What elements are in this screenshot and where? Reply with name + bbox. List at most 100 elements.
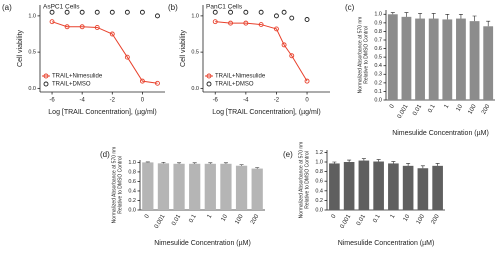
error-bar xyxy=(208,162,213,164)
bar xyxy=(417,168,429,210)
y-axis-label: Normalized Absorbance at 570 nm xyxy=(357,17,363,94)
data-point xyxy=(94,25,100,30)
legend-marker xyxy=(206,81,212,87)
data-point xyxy=(109,31,115,37)
x-tick-label: 0.1 xyxy=(427,103,437,114)
data-point xyxy=(124,9,130,15)
x-tick-label: 0.01 xyxy=(412,103,423,117)
x-tick-label: 0.1 xyxy=(188,213,198,224)
legend-label: TRAIL+Nimesulide xyxy=(215,74,266,80)
x-tick-label: 100 xyxy=(234,213,245,225)
data-point xyxy=(258,9,264,15)
y-tick-label: 0.5 xyxy=(374,55,382,61)
x-tick-label: 1 xyxy=(444,103,451,109)
data-point xyxy=(228,20,233,26)
x-axis-label: Nimesulide Concentration (µM) xyxy=(338,240,435,247)
y-axis-label: Relative to DMSO Control xyxy=(117,156,123,214)
x-axis-label: Log [TRAIL Concentration], (µg/ml) xyxy=(48,109,156,116)
error-bar xyxy=(192,162,197,164)
error-bar xyxy=(435,163,440,166)
x-tick-label: 100 xyxy=(416,213,427,225)
x-tick-label: 0.001 xyxy=(397,103,410,120)
data-point xyxy=(304,78,310,84)
data-point xyxy=(281,9,287,15)
y-tick-label: 0.2 xyxy=(374,80,382,86)
x-tick-label: 10 xyxy=(220,213,229,222)
x-tick-label: 0 xyxy=(144,213,151,219)
bar xyxy=(235,165,248,210)
fit-line xyxy=(215,21,308,82)
panel-label: (e) xyxy=(283,150,293,159)
bar xyxy=(189,163,201,210)
x-tick-label: 0 xyxy=(389,103,396,109)
y-tick-label: 0.5 xyxy=(28,50,36,56)
error-bar xyxy=(376,159,381,162)
y-tick-label: 0.0 xyxy=(374,97,382,103)
x-tick-label: 0 xyxy=(141,98,145,104)
data-point xyxy=(281,42,287,48)
error-bar xyxy=(223,162,228,164)
data-point xyxy=(139,78,145,84)
y-tick-label: 0.0 xyxy=(128,207,136,213)
data-point xyxy=(155,13,160,19)
bar xyxy=(428,18,439,101)
error-bar xyxy=(391,161,396,164)
data-point xyxy=(124,54,130,60)
fit-line xyxy=(51,21,158,84)
error-bar xyxy=(486,20,491,27)
bar xyxy=(204,163,216,210)
bar xyxy=(432,165,443,210)
y-tick-label: 0.8 xyxy=(128,169,136,175)
y-tick-label: 0.9 xyxy=(374,20,382,26)
bar xyxy=(173,163,185,210)
error-bar xyxy=(445,13,450,20)
bar xyxy=(251,168,263,210)
error-bar xyxy=(404,12,409,17)
y-tick-label: 0.6 xyxy=(128,179,136,185)
x-tick-label: 200 xyxy=(250,213,261,225)
error-bar xyxy=(177,162,182,164)
x-tick-label: 100 xyxy=(467,103,478,115)
y-tick-label: 0.4 xyxy=(374,63,382,69)
legend-label: TRAIL+Nimesulide xyxy=(52,74,103,80)
x-tick-label: 200 xyxy=(431,213,442,225)
bar xyxy=(401,16,412,100)
data-point xyxy=(243,9,249,15)
bar xyxy=(157,163,170,210)
x-tick-label: -6 xyxy=(213,98,219,104)
bar xyxy=(358,160,370,210)
y-tick-label: 0.2 xyxy=(315,198,323,204)
chart-title: AsPC1 Cells xyxy=(43,4,80,11)
data-point xyxy=(79,9,85,15)
data-point xyxy=(79,24,85,30)
y-axis-label: Normalized Absorbance at 570 nm xyxy=(111,147,117,224)
y-tick-label: 0.7 xyxy=(374,37,382,43)
data-point xyxy=(258,22,264,28)
legend-label: TRAIL+DMSO xyxy=(215,82,254,88)
x-tick-label: -2 xyxy=(110,98,116,104)
x-tick-label: 200 xyxy=(481,103,492,115)
bar xyxy=(388,163,399,210)
x-tick-label: -4 xyxy=(243,98,249,104)
bar xyxy=(442,19,453,100)
y-axis-label: Cell viability xyxy=(17,30,24,67)
x-tick-label: 0.001 xyxy=(340,213,353,230)
x-tick-label: 0 xyxy=(331,213,338,219)
bar xyxy=(402,165,414,210)
error-bar xyxy=(420,165,425,169)
data-point xyxy=(273,26,279,32)
x-tick-label: 0 xyxy=(305,98,309,104)
x-axis-label: Nimesulide Concentration (µM) xyxy=(392,130,489,137)
data-point xyxy=(289,53,295,59)
data-point xyxy=(49,19,55,25)
x-tick-label: 10 xyxy=(403,213,412,222)
y-tick-label: 0.0 xyxy=(191,86,199,92)
y-tick-label: 0.3 xyxy=(374,72,382,78)
legend-marker xyxy=(206,73,212,79)
panel: (b) 0.0 0.5 1.0 -6 -4 -2 0 Log [TRAIL Concentrat… xyxy=(168,3,330,116)
y-tick-label: 0.0 xyxy=(28,86,36,92)
x-tick-label: 0.01 xyxy=(356,213,367,227)
data-point xyxy=(155,80,160,86)
bar xyxy=(456,18,466,101)
